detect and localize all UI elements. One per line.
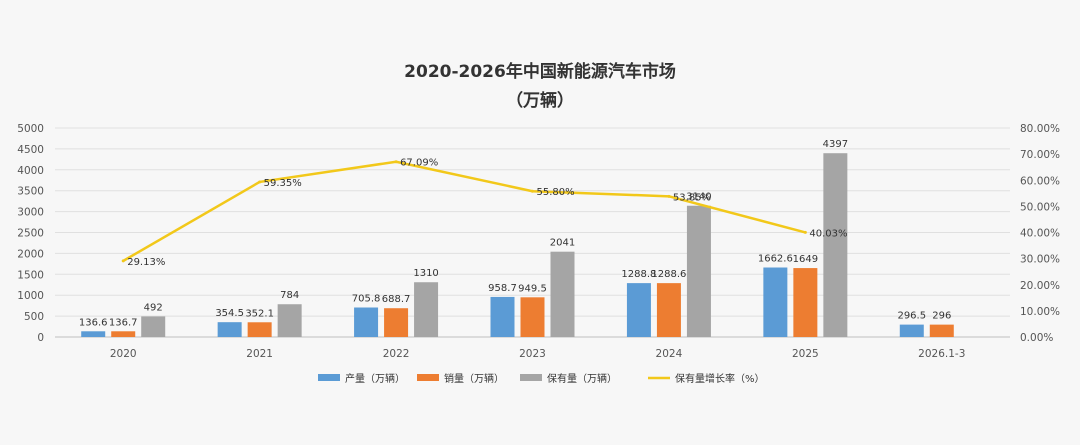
growth-line-path	[122, 160, 806, 262]
bar-1	[217, 322, 242, 337]
right-tick-label: 40.00%	[1020, 228, 1060, 240]
line-data-label: 59.35%	[264, 178, 302, 189]
left-tick-label: 3500	[17, 186, 44, 198]
right-tick-label: 60.00%	[1020, 175, 1060, 187]
bar-series: 136.6 354.5 705.8 958.7 1288.8 1662.6 296.5 136…	[79, 139, 954, 337]
category-label: 2026.1-3	[918, 348, 965, 360]
bar-data-label: 2041	[550, 238, 575, 249]
line-data-label: 67.09%	[400, 158, 438, 169]
bar-3	[277, 304, 302, 337]
right-tick-label: 70.00%	[1020, 149, 1060, 161]
bar-data-label: 136.7	[109, 317, 138, 328]
category-label: 2020	[110, 348, 137, 360]
bar-3	[550, 251, 575, 337]
left-axis-ticks: 0 500 1000 1500 2000 2500 3000 3500 4000 4500 5000	[17, 123, 44, 344]
bar-data-label: 958.7	[488, 283, 517, 294]
growth-line-point	[258, 180, 262, 184]
left-tick-label: 4000	[17, 165, 44, 177]
left-tick-label: 0	[37, 332, 44, 344]
left-tick-label: 3000	[17, 207, 44, 219]
growth-line-point	[531, 189, 534, 193]
category-label: 2024	[656, 348, 683, 360]
bar-3	[141, 316, 166, 337]
line-data-label: 55.80%	[537, 187, 575, 198]
legend-label: 保有量增长率（%）	[675, 372, 765, 385]
bar-data-label: 1310	[413, 268, 438, 279]
left-tick-label: 2000	[17, 248, 44, 260]
bar-data-label: 1649	[793, 254, 818, 265]
legend-label: 产量（万辆）	[345, 372, 405, 385]
bar-3	[414, 282, 439, 337]
bar-2	[247, 322, 272, 337]
bar-1	[81, 331, 106, 337]
left-tick-label: 2500	[17, 228, 44, 240]
left-tick-label: 1000	[17, 290, 44, 302]
line-data-label: 29.13%	[127, 257, 165, 268]
legend-swatch	[318, 374, 340, 381]
right-tick-label: 0.00%	[1020, 332, 1053, 344]
bar-data-label: 354.5	[215, 308, 244, 319]
chart-subtitle: （万辆）	[506, 90, 574, 111]
right-tick-label: 30.00%	[1020, 254, 1060, 266]
line-data-label: 40.03%	[809, 228, 847, 239]
bar-data-label: 352.1	[245, 308, 274, 319]
left-tick-label: 4500	[17, 144, 44, 156]
bar-data-label: 4397	[823, 139, 848, 150]
bar-data-label: 1288.6	[651, 269, 686, 280]
right-axis-ticks: 0.00% 10.00% 20.00% 30.00% 40.00% 50.00% 60.00…	[1020, 123, 1060, 344]
bar-1	[763, 267, 788, 337]
category-label: 2021	[246, 348, 273, 360]
bar-data-label: 784	[280, 290, 299, 301]
bar-data-label: 3140	[686, 192, 711, 203]
growth-line-point	[667, 194, 671, 198]
legend-label: 销量（万辆）	[444, 372, 504, 385]
bar-2	[929, 324, 954, 337]
left-tick-label: 5000	[17, 123, 44, 135]
bar-data-label: 1288.8	[621, 269, 656, 280]
growth-line-point	[394, 160, 398, 164]
category-label: 2022	[383, 348, 410, 360]
bar-1	[490, 296, 515, 337]
bar-data-label: 949.5	[518, 283, 547, 294]
legend-label: 保有量（万辆）	[547, 372, 617, 385]
category-label: 2023	[519, 348, 546, 360]
right-tick-label: 80.00%	[1020, 123, 1060, 135]
chart-title: 2020-2026年中国新能源汽车市场	[404, 61, 676, 82]
growth-line-point	[803, 230, 807, 234]
bar-1	[626, 283, 651, 337]
bar-2	[111, 331, 136, 337]
legend-swatch	[520, 374, 542, 381]
bar-3	[823, 153, 848, 337]
category-labels: 2020 2021 2022 2023 2024 2025 2026.1-3	[110, 348, 966, 360]
bar-data-label: 688.7	[382, 294, 411, 305]
bar-data-label: 136.6	[79, 317, 108, 328]
bar-data-label: 705.8	[352, 293, 381, 304]
bar-data-label: 296.5	[897, 311, 926, 322]
growth-line: 29.13% 59.35% 67.09% 55.80% 53.85% 40.03%	[121, 158, 847, 268]
right-tick-label: 10.00%	[1020, 306, 1060, 318]
growth-line-point	[121, 259, 125, 263]
right-tick-label: 50.00%	[1020, 201, 1060, 213]
legend-swatch	[417, 374, 439, 381]
legend[interactable]: 产量（万辆） 销量（万辆） 保有量（万辆） 保有量增长率（%）	[318, 372, 765, 385]
left-tick-label: 1500	[17, 269, 44, 281]
left-tick-label: 500	[24, 311, 44, 323]
gridlines	[55, 127, 1010, 338]
bar-2	[520, 297, 545, 337]
bar-3	[686, 205, 711, 337]
bar-data-label: 296	[932, 311, 951, 322]
bar-data-label: 1662.6	[758, 254, 793, 265]
category-label: 2025	[792, 348, 819, 360]
bar-2	[384, 308, 409, 337]
right-tick-label: 20.00%	[1020, 280, 1060, 292]
bar-1	[899, 324, 924, 337]
bar-1	[354, 307, 379, 337]
bar-2	[793, 268, 818, 337]
line-data-label: 53.85%	[673, 192, 711, 203]
bar-2	[656, 283, 681, 337]
bar-data-label: 492	[144, 302, 163, 313]
